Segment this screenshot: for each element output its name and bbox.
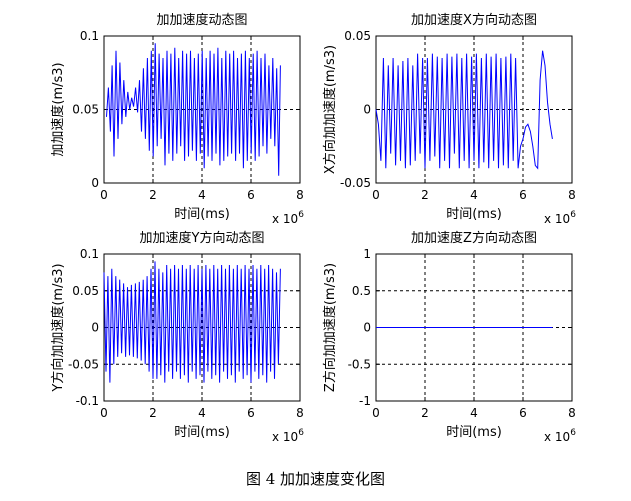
x-tick-label: 4	[470, 406, 478, 420]
x-tick-label: 2	[421, 406, 429, 420]
chart-title: 加加速度X方向动态图	[411, 12, 537, 28]
x-tick-label: 6	[247, 188, 255, 202]
y-axis-label: 加加速度(m/s3)	[50, 62, 66, 156]
y-tick-label: -0.5	[348, 357, 371, 371]
x-tick-label: 2	[149, 188, 157, 202]
x-tick-label: 6	[519, 406, 527, 420]
y-tick-label: 0	[363, 321, 371, 335]
y-tick-label: 0.05	[72, 103, 99, 117]
x-tick-label: 2	[421, 188, 429, 202]
y-tick-label: 0.1	[80, 247, 99, 261]
x-tick-label: 4	[198, 406, 206, 420]
x-multiplier: x 106	[272, 428, 304, 444]
x-tick-label: 6	[519, 188, 527, 202]
y-tick-label: 0	[363, 103, 371, 117]
y-tick-label: 0.05	[344, 29, 371, 43]
x-tick-label: 8	[568, 406, 576, 420]
y-tick-label: -1	[359, 394, 371, 408]
x-axis-label: 时间(ms)	[446, 425, 502, 440]
y-tick-label: 0.1	[80, 29, 99, 43]
x-tick-label: 0	[100, 188, 108, 202]
x-axis-label: 时间(ms)	[174, 207, 230, 222]
x-axis-label: 时间(ms)	[174, 425, 230, 440]
chart-title: 加加速度Y方向动态图	[140, 230, 265, 246]
y-tick-label: -0.1	[76, 394, 99, 408]
figure-caption: 图 4 加加速度变化图	[245, 470, 386, 488]
chart-title: 加加速度动态图	[156, 12, 247, 28]
x-tick-label: 4	[198, 188, 206, 202]
x-tick-label: 4	[470, 188, 478, 202]
y-tick-label: 0.5	[352, 284, 371, 298]
y-tick-label: 0	[91, 176, 99, 190]
x-multiplier: x 106	[272, 210, 304, 226]
y-axis-label: Z方向加加速度(m/s3)	[322, 263, 338, 392]
x-axis-label: 时间(ms)	[446, 207, 502, 222]
x-multiplier: x 106	[544, 428, 576, 444]
series-line	[375, 50, 553, 170]
y-tick-label: -0.05	[68, 357, 99, 371]
x-multiplier: x 106	[544, 210, 576, 226]
x-tick-label: 0	[100, 406, 108, 420]
chart-title: 加加速度Z方向动态图	[411, 230, 537, 246]
x-tick-label: 8	[296, 188, 304, 202]
x-tick-label: 8	[296, 406, 304, 420]
x-tick-label: 8	[568, 188, 576, 202]
y-tick-label: 0	[91, 321, 99, 335]
x-tick-label: 6	[247, 406, 255, 420]
y-axis-label: X方向加加速度(m/s3)	[322, 45, 338, 174]
y-tick-label: -0.05	[340, 176, 371, 190]
y-tick-label: 0.05	[72, 284, 99, 298]
series-line	[103, 261, 281, 383]
x-tick-label: 2	[149, 406, 157, 420]
series-line	[106, 43, 281, 176]
x-tick-label: 0	[372, 406, 380, 420]
y-tick-label: 1	[363, 247, 371, 261]
y-axis-label: Y方向加加速度(m/s3)	[50, 263, 66, 392]
x-tick-label: 0	[372, 188, 380, 202]
